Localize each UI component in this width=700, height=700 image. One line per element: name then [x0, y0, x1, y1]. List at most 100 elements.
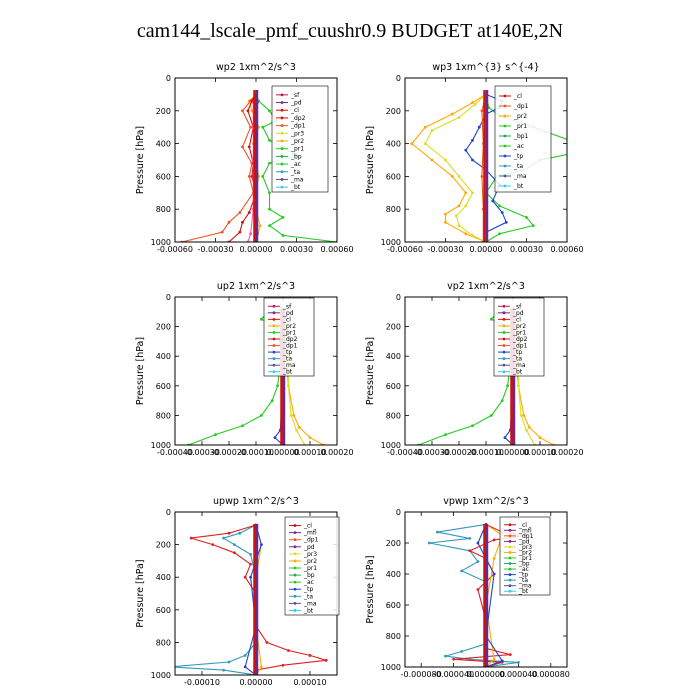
data-point-_tp [491, 199, 495, 203]
data-point-_ac [568, 139, 571, 142]
x-tick-label: -0.00030 [198, 245, 234, 254]
legend-entry: _pr1 [513, 123, 527, 130]
legend-entry: _dp1 [303, 537, 319, 544]
data-point-_pr1 [260, 414, 263, 417]
data-point-_pr2 [250, 109, 254, 113]
data-point-_pr3 [525, 428, 528, 432]
y-axis-label-upwp: Pressure [hPa] [135, 559, 146, 627]
data-point-_pr1 [457, 175, 461, 178]
y-tick-label: 600 [386, 601, 401, 610]
data-point-_pr1 [471, 234, 474, 237]
legend-marker [280, 108, 284, 112]
legend-entry: _bt [282, 369, 293, 376]
data-point-_tp [504, 220, 508, 224]
y-tick-label: 800 [156, 411, 171, 420]
data-point-_dp1 [265, 641, 269, 644]
plot-frame-wp3 [404, 77, 568, 243]
data-point-_pr2 [292, 414, 296, 417]
legend-entry: _pd [512, 310, 524, 317]
legend-marker [502, 350, 506, 354]
plot-frame-wp2 [174, 77, 338, 243]
y-tick-label: 1000 [151, 238, 171, 247]
y-tick-label: 600 [156, 172, 171, 181]
x-tick-label: -0.00040 [387, 448, 423, 457]
panel-title-up2: up2 1xm^2/s^3 [217, 281, 295, 292]
legend-marker [502, 370, 506, 374]
x-tick-label: 0.00060 [320, 245, 353, 254]
legend-entry: _bt [290, 184, 301, 191]
legend-entry: _pr1 [512, 329, 526, 336]
legend-marker [508, 551, 512, 554]
data-point-_pr2 [258, 224, 262, 228]
legend-marker [508, 534, 512, 538]
legend-marker [508, 545, 512, 549]
panel-title-vpwp: vpwp 1xm^2/s^3 [443, 496, 529, 507]
x-tick-label: -0.00030 [414, 448, 450, 457]
x-tick-label: 0.00000 [496, 448, 529, 457]
y-tick-label: 0 [166, 74, 171, 83]
legend-entry: _dp2 [282, 336, 298, 343]
legend-marker [280, 185, 284, 189]
legend-entry: _bp [518, 561, 530, 568]
legend-marker [508, 584, 512, 588]
data-point-_ta [436, 530, 439, 534]
data-point-_pr1 [268, 109, 271, 113]
data-point-_pr1 [490, 317, 493, 321]
y-tick-label: 200 [156, 323, 171, 332]
legend-marker [508, 567, 512, 571]
legend-marker [280, 139, 284, 143]
y-tick-label: 0 [166, 508, 171, 517]
data-point-_pr1 [214, 433, 217, 437]
y-axis-label-wp2: Pressure [hPa] [135, 126, 146, 194]
x-tick-label: 0.00020 [550, 448, 583, 457]
data-point-_pr3 [287, 384, 290, 388]
x-tick-label: 0.00010 [523, 448, 556, 457]
x-tick-label: 0.000080 [532, 670, 570, 679]
legend-entry: _tp [512, 349, 522, 356]
data-point-_pr2 [444, 212, 447, 216]
data-point-_pr2 [450, 112, 454, 116]
data-point-_pr3 [295, 428, 298, 432]
legend-marker [503, 144, 507, 148]
data-point-_pr1 [444, 433, 447, 437]
x-tick-label: 0.00000 [239, 678, 272, 687]
y-tick-label: 1000 [381, 238, 401, 247]
legend-marker [280, 162, 284, 166]
panel-title-wp3: wp3 1xm^{3} s^{-4} [432, 62, 539, 73]
legend-entry: _bt [518, 588, 529, 595]
legend-marker [272, 357, 276, 361]
data-point-_ta [222, 536, 226, 540]
legend-marker [293, 587, 297, 591]
data-point-_pr1 [268, 207, 271, 211]
legend-entry: _mfl [303, 530, 317, 537]
legend-entry: _sf [282, 303, 292, 310]
legend-marker [280, 93, 284, 97]
legend-entry: _ta [513, 163, 523, 170]
legend-marker [508, 562, 512, 565]
legend-entry: _ta [518, 577, 528, 584]
data-point-_pr2 [464, 191, 468, 195]
data-point-_pr1 [471, 424, 474, 428]
legend-entry: _ma [518, 583, 532, 590]
legend-entry: _bt [512, 369, 523, 376]
legend-entry: _ma [290, 176, 304, 183]
data-point-_dp1 [243, 575, 247, 579]
legend-entry: _ma [303, 600, 317, 607]
legend-marker [272, 337, 276, 341]
data-point-_pr3 [289, 414, 293, 417]
data-point-_tp [249, 575, 253, 579]
y-tick-label: 400 [156, 140, 171, 149]
y-tick-label: 400 [156, 352, 171, 361]
x-tick-label: -0.00040 [157, 448, 193, 457]
legend-marker [293, 524, 297, 527]
data-point-_dp1 [249, 125, 253, 129]
data-point-_pr3 [517, 384, 520, 388]
series-line-_tp [477, 524, 504, 667]
legend-entry: _ma [513, 173, 527, 180]
x-tick-label: -0.00010 [184, 678, 220, 687]
data-point-_pr2 [538, 436, 542, 439]
y-tick-label: 600 [386, 172, 401, 181]
x-tick-label: 0.000040 [499, 670, 537, 679]
x-tick-label: 0.00000 [239, 245, 272, 254]
